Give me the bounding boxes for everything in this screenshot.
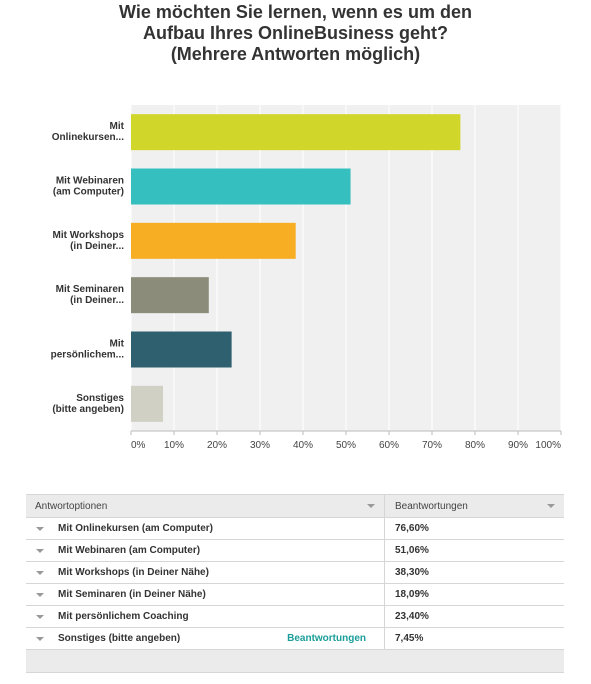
- table-row: Mit Webinaren (am Computer) 51,06%: [26, 539, 564, 562]
- x-tick-label: 80%: [465, 440, 485, 451]
- category-label-line: Sonstiges: [76, 393, 124, 404]
- category-label-line: Mit Workshops: [53, 230, 125, 241]
- table-row: Mit persönlichem Coaching 23,40%: [26, 605, 564, 628]
- responses-link[interactable]: Beantwortungen: [287, 633, 366, 644]
- category-label-line: (am Computer): [53, 187, 124, 198]
- x-tick-label: 90%: [508, 440, 528, 451]
- expand-caret-icon[interactable]: [36, 571, 44, 575]
- header-answer-options[interactable]: Antwortoptionen: [26, 494, 385, 518]
- category-label-line: Mit: [110, 339, 125, 350]
- expand-caret-icon[interactable]: [36, 527, 44, 531]
- table-row: Sonstiges (bitte angeben) Beantwortungen …: [26, 627, 564, 650]
- bar: [131, 114, 461, 151]
- expand-caret-icon[interactable]: [36, 637, 44, 641]
- expand-caret-icon[interactable]: [36, 615, 44, 619]
- bar: [131, 168, 351, 205]
- category-label-line: Onlinekursen...: [52, 132, 124, 143]
- expand-caret-icon[interactable]: [36, 593, 44, 597]
- row-label: Mit Onlinekursen (am Computer): [58, 523, 214, 534]
- category-label-line: (bitte angeben): [52, 404, 124, 415]
- row-value: 76,60%: [384, 517, 564, 540]
- title-line: Wie möchten Sie lernen, wenn es um den: [119, 2, 472, 22]
- y-category-label: Mit persönlichem...: [51, 339, 125, 361]
- x-tick-label: 0%: [131, 440, 146, 451]
- table-header: Antwortoptionen Beantwortungen: [26, 494, 564, 518]
- category-label-line: (in Deiner...: [70, 295, 124, 306]
- x-tick-label: 50%: [336, 440, 356, 451]
- bar: [131, 277, 209, 314]
- x-tick-label: 20%: [207, 440, 227, 451]
- y-category-label: Mit Onlinekursen...: [52, 121, 125, 143]
- y-category-label: Mit Webinaren (am Computer): [53, 176, 124, 198]
- x-tick-label: 40%: [293, 440, 313, 451]
- category-label-line: Mit: [110, 121, 125, 132]
- y-category-label: Mit Workshops (in Deiner...: [53, 230, 125, 252]
- row-label: Mit persönlichem Coaching: [58, 611, 189, 622]
- row-value: 51,06%: [384, 539, 564, 562]
- table-row: Mit Onlinekursen (am Computer) 76,60%: [26, 517, 564, 540]
- category-label-line: Mit Webinaren: [56, 176, 124, 187]
- header-responses-label: Beantwortungen: [395, 500, 468, 512]
- x-tick-label: 30%: [250, 440, 270, 451]
- row-value: 38,30%: [384, 561, 564, 584]
- sort-caret-icon[interactable]: [547, 504, 555, 508]
- row-value: 7,45%: [384, 627, 564, 650]
- row-label: Mit Workshops (in Deiner Nähe): [58, 567, 209, 578]
- row-value: 18,09%: [384, 583, 564, 606]
- x-tick-label: 100%: [535, 440, 561, 451]
- x-tick-label: 70%: [422, 440, 442, 451]
- response-table: Antwortoptionen Beantwortungen Mit Onlin…: [26, 494, 564, 673]
- bar-chart: 0% 10% 20% 30% 40% 50% 60% 70% 80% 90% 100%Mit Onli…: [51, 105, 562, 451]
- expand-caret-icon[interactable]: [36, 549, 44, 553]
- bar: [131, 222, 296, 259]
- row-label: Sonstiges (bitte angeben): [58, 633, 181, 644]
- y-category-label: Sonstiges (bitte angeben): [52, 393, 124, 415]
- category-label-line: persönlichem...: [51, 350, 125, 361]
- title-line: Aufbau Ihres OnlineBusiness geht?: [142, 23, 449, 43]
- table-footer: [26, 649, 564, 673]
- y-category-label: Mit Seminaren (in Deiner...: [56, 284, 125, 306]
- sort-caret-icon[interactable]: [367, 504, 375, 508]
- title-line: (Mehrere Antworten möglich): [170, 44, 421, 64]
- chart-title: Wie möchten Sie lernen, wenn es um den A…: [0, 2, 591, 65]
- category-label-line: (in Deiner...: [70, 241, 124, 252]
- bar: [131, 385, 164, 422]
- table-row: Mit Workshops (in Deiner Nähe) 38,30%: [26, 561, 564, 584]
- header-answer-label: Antwortoptionen: [35, 500, 108, 512]
- category-label-line: Mit Seminaren: [56, 284, 124, 295]
- header-responses[interactable]: Beantwortungen: [384, 494, 564, 518]
- x-tick-label: 60%: [379, 440, 399, 451]
- row-label: Mit Webinaren (am Computer): [58, 545, 201, 556]
- table-row: Mit Seminaren (in Deiner Nähe) 18,09%: [26, 583, 564, 606]
- x-tick-label: 10%: [164, 440, 184, 451]
- row-label: Mit Seminaren (in Deiner Nähe): [58, 589, 206, 600]
- row-value: 23,40%: [384, 605, 564, 628]
- bar: [131, 331, 232, 368]
